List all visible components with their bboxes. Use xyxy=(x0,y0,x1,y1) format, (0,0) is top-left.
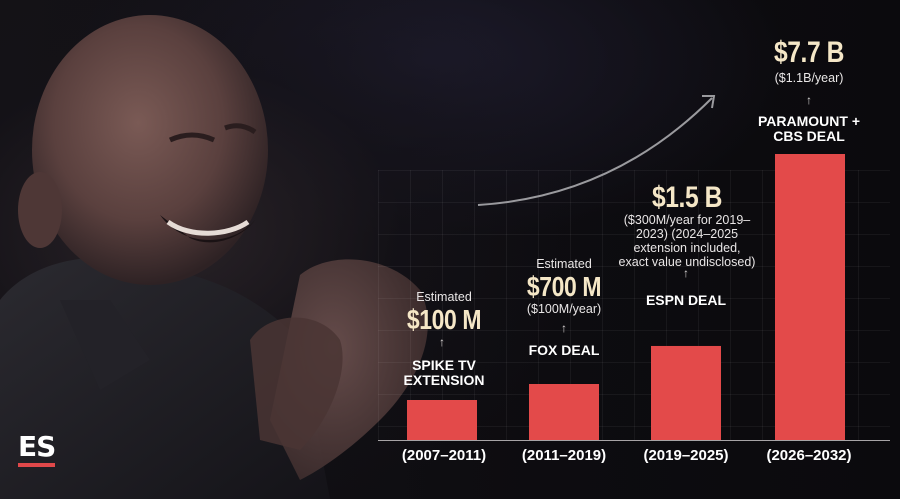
bar-1-amount: $100 M xyxy=(406,304,482,335)
bar-1-deal: SPIKE TV EXTENSION xyxy=(403,357,485,388)
bar-3-amount: $1.5 B xyxy=(651,181,723,214)
bar-2-prefix: Estimated xyxy=(536,257,592,271)
bar-2-period: (2011–2019) xyxy=(521,447,607,464)
bar-4-deal: PARAMOUNT + CBS DEAL xyxy=(757,113,861,144)
up-arrow-icon: ↑ xyxy=(683,266,689,280)
trend-arrow-icon xyxy=(702,95,716,109)
up-arrow-icon: ↑ xyxy=(806,93,812,107)
bar-fox xyxy=(529,383,599,440)
bar-espn xyxy=(651,345,721,440)
bar-2-deal: FOX DEAL xyxy=(528,342,600,358)
bar-3-note: ($300M/year for 2019–2023) (2024–2025 ex… xyxy=(618,213,756,269)
bar-4-note: ($1.1B/year) xyxy=(774,71,844,85)
bar-4-amount: $7.7 B xyxy=(773,36,845,69)
bar-3-period: (2019–2025) xyxy=(643,447,729,464)
bar-1-prefix: Estimated xyxy=(416,290,472,304)
bar-2-note: ($100M/year) xyxy=(526,302,602,316)
person-photo xyxy=(0,15,428,499)
up-arrow-icon: ↑ xyxy=(561,321,567,335)
bar-spike-tv xyxy=(407,400,477,440)
bar-1-period: (2007–2011) xyxy=(401,447,487,464)
bar-3-deal: ESPN DEAL xyxy=(645,292,727,308)
bar-2-amount: $700 M xyxy=(526,271,602,302)
up-arrow-icon: ↑ xyxy=(439,335,445,349)
es-logo: ES xyxy=(18,433,56,467)
bar-4-period: (2026–2032) xyxy=(766,447,852,464)
bar-paramount-cbs xyxy=(775,154,845,440)
trend-curve xyxy=(477,97,713,206)
